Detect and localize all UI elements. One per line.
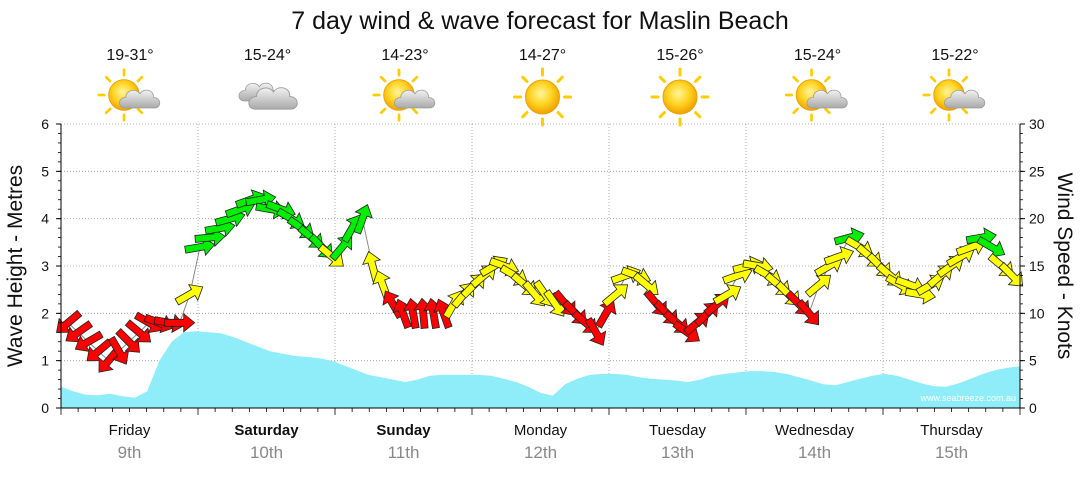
left-tick-label: 3: [41, 258, 49, 274]
wind-arrow: [164, 312, 196, 333]
wind-arrow: [712, 284, 742, 306]
wind-arrow: [174, 284, 204, 306]
wind-arrow: [353, 204, 373, 235]
day-name-label: Thursday: [920, 422, 983, 439]
wind-arrow: [115, 328, 140, 353]
chart-title: 7 day wind & wave forecast for Maslin Be…: [291, 7, 788, 35]
temperature-range: 15-24°: [244, 47, 291, 64]
wave-area: [61, 331, 1020, 408]
wind-arrow: [601, 284, 629, 308]
temperature-range: 15-26°: [656, 47, 703, 64]
right-tick-label: 30: [1029, 116, 1045, 132]
day-name-label: Wednesday: [775, 422, 854, 439]
temperature-range: 14-23°: [381, 47, 428, 64]
day-date-label: 12th: [524, 443, 557, 462]
wind-arrow: [74, 330, 104, 353]
wind-arrow: [823, 246, 855, 266]
wind-arrow: [998, 261, 1024, 287]
wind-arrow: [56, 309, 83, 333]
temperature-range: 15-24°: [794, 47, 841, 64]
right-tick-label: 20: [1029, 211, 1045, 227]
wind-arrow: [594, 299, 617, 329]
day-date-label: 13th: [661, 443, 694, 462]
right-axis-title: Wind Speed - Knots: [1053, 173, 1076, 360]
sun-icon: [650, 67, 710, 127]
partly-cloudy-icon: [922, 68, 986, 122]
partly-cloudy-icon: [784, 68, 848, 122]
partly-cloudy-icon: [97, 68, 161, 122]
left-tick-label: 1: [41, 353, 49, 369]
day-labels: Friday 9th Saturday 10th Sunday 11th Monday 12t…: [60, 408, 1021, 462]
day-name-label: Saturday: [234, 422, 299, 439]
wind-arrow: [796, 298, 820, 326]
sunny-icon: [650, 67, 710, 127]
watermark: www.seabreeze.com.au: [919, 393, 1016, 403]
left-tick-label: 5: [41, 163, 49, 179]
day-name-label: Friday: [109, 422, 151, 439]
wind-arrow: [433, 298, 453, 330]
partly-cloudy-icon: [372, 68, 436, 122]
day-date-label: 10th: [250, 443, 283, 462]
day-name-label: Tuesday: [649, 422, 706, 439]
day-name-label: Monday: [514, 422, 568, 439]
left-tick-label: 6: [41, 116, 49, 132]
right-ticks: 0 5 10 15 20 25 30: [1020, 116, 1045, 416]
right-tick-label: 5: [1029, 353, 1037, 369]
wave-height-area: [61, 331, 1020, 408]
day-date-label: 14th: [798, 443, 831, 462]
day-date-label: 9th: [118, 443, 142, 462]
wind-arrow: [65, 320, 94, 343]
wind-arrow: [976, 236, 1006, 258]
left-tick-label: 0: [41, 400, 49, 416]
sunny-icon: [513, 67, 572, 127]
day-headers: 19-31° 15-24° 14-23° 14-27° 15-26° 15-24° 15-2…: [97, 47, 986, 127]
wind-arrow: [584, 317, 607, 346]
day-name-label: Sunday: [376, 422, 431, 439]
left-axis-title: Wave Height - Metres: [4, 165, 27, 367]
right-tick-label: 10: [1029, 305, 1045, 321]
right-tick-label: 15: [1029, 258, 1045, 274]
left-tick-label: 4: [41, 211, 49, 227]
day-date-label: 11th: [388, 443, 420, 462]
temperature-range: 19-31°: [106, 47, 153, 64]
temperature-range: 15-22°: [931, 47, 978, 64]
wind-arrow: [107, 335, 130, 365]
day-date-label: 15th: [935, 443, 968, 462]
wind-arrows: [56, 189, 1024, 373]
cloudy-icon: [238, 82, 298, 110]
right-tick-label: 25: [1029, 163, 1045, 179]
sun-icon: [513, 67, 572, 127]
wind-arrow: [124, 319, 152, 343]
left-ticks: 0 1 2 3 4 5 6: [41, 116, 61, 416]
wind-arrow: [804, 274, 832, 298]
left-tick-label: 2: [41, 305, 49, 321]
right-tick-label: 0: [1029, 400, 1037, 416]
temperature-range: 14-27°: [519, 47, 566, 64]
wind-arrow: [86, 338, 113, 362]
